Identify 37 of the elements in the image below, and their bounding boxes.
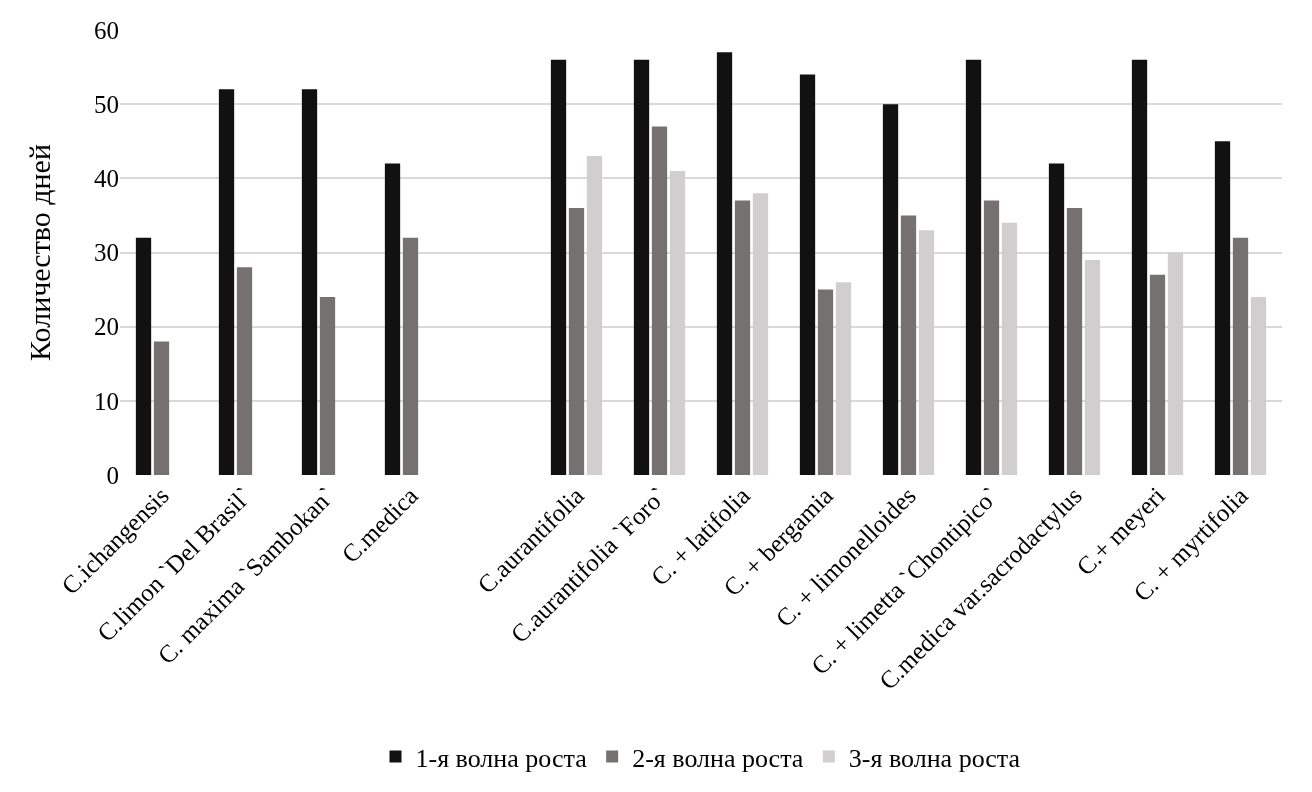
bar [402, 237, 419, 475]
bar [716, 52, 733, 475]
bar [384, 163, 401, 475]
y-tick-label: 40 [94, 165, 119, 193]
y-axis-title: Количество дней [23, 144, 56, 361]
bar [153, 341, 170, 475]
bar [983, 200, 1000, 475]
legend-label: 2-я волна роста [632, 743, 804, 773]
bar [734, 200, 751, 475]
bar [135, 237, 152, 475]
bar [1048, 163, 1065, 475]
bar [900, 215, 917, 475]
y-tick-label: 60 [94, 16, 119, 44]
bar [633, 59, 650, 475]
bar [799, 74, 816, 475]
y-tick-label: 30 [94, 239, 119, 267]
y-tick-label: 10 [94, 387, 119, 415]
bar [301, 89, 318, 475]
bar [1131, 59, 1148, 475]
bar [550, 59, 567, 475]
bar [218, 89, 235, 475]
bar [1149, 274, 1166, 475]
bar [319, 297, 336, 475]
bar [965, 59, 982, 475]
bar [236, 267, 253, 475]
legend-label: 3-я волна роста [848, 743, 1021, 773]
bar [1066, 208, 1083, 475]
y-tick-label: 50 [94, 90, 119, 118]
bar [817, 289, 834, 475]
bar [651, 126, 668, 475]
bar [1214, 141, 1231, 475]
legend-label: 1-я волна роста [415, 743, 588, 773]
bar [882, 104, 899, 475]
bar [1232, 237, 1249, 475]
bar [568, 208, 585, 475]
y-tick-label: 20 [94, 313, 119, 341]
y-tick-label: 0 [106, 461, 119, 489]
